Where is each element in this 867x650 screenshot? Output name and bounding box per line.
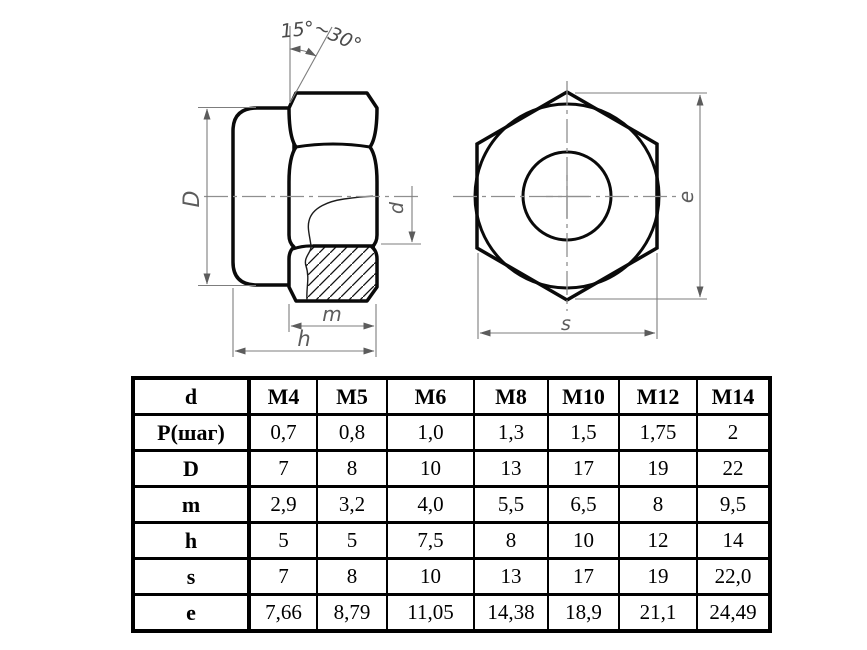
table-header-cell: M12 [618, 376, 698, 416]
value-cell: 17 [547, 449, 620, 488]
value-cell: 10 [386, 449, 475, 488]
dimension-h [232, 288, 375, 357]
table-header-row: d M4 M5 M6 M8 M10 M12 M14 [132, 376, 771, 416]
dim-label-e: e [674, 191, 698, 203]
table-header-cell: M8 [473, 376, 549, 416]
value-cell: 9,5 [696, 485, 771, 524]
row-label-cell: D [132, 449, 251, 488]
value-cell: 0,7 [248, 413, 318, 452]
chamfer-arc-top [295, 142, 371, 149]
table-row: e 7,66 8,79 11,05 14,38 18,9 21,1 24,49 [132, 593, 771, 633]
value-cell: 22,0 [696, 557, 771, 596]
value-cell: 3,2 [316, 485, 388, 524]
value-cell: 0,8 [316, 413, 388, 452]
value-cell: 8 [618, 485, 698, 524]
table-header-cell: M4 [248, 376, 318, 416]
dim-label-h: h [297, 327, 310, 351]
value-cell: 2 [696, 413, 771, 452]
value-cell: 12 [618, 521, 698, 560]
value-cell: 6,5 [547, 485, 620, 524]
value-cell: 1,5 [547, 413, 620, 452]
table-row: P(шаг) 0,7 0,8 1,0 1,3 1,5 1,75 2 [132, 413, 771, 452]
value-cell: 1,3 [473, 413, 549, 452]
table-header-cell: M14 [696, 376, 771, 416]
value-cell: 21,1 [618, 593, 698, 633]
dimension-table: d M4 M5 M6 M8 M10 M12 M14 P(шаг) 0,7 0,8 1,0 1,3 1,5 1… [131, 376, 772, 633]
value-cell: 2,9 [248, 485, 318, 524]
table-header-cell: M10 [547, 376, 620, 416]
dim-label-m: m [322, 302, 341, 326]
dimension-D [198, 106, 256, 287]
value-cell: 19 [618, 557, 698, 596]
chamfer-angle-callout [289, 26, 333, 104]
value-cell: 7 [248, 557, 318, 596]
value-cell: 14 [696, 521, 771, 560]
table-row: s 7 8 10 13 17 19 22,0 [132, 557, 771, 596]
value-cell: 7,5 [386, 521, 475, 560]
value-cell: 17 [547, 557, 620, 596]
value-cell: 14,38 [473, 593, 549, 633]
dimension-m [288, 304, 377, 357]
technical-drawing: D d m h e s 15° ~30° [180, 16, 707, 357]
value-cell: 10 [386, 557, 475, 596]
value-cell: 1,0 [386, 413, 475, 452]
value-cell: 5,5 [473, 485, 549, 524]
dim-label-s: s [561, 313, 571, 335]
row-label-cell: h [132, 521, 251, 560]
value-cell: 7 [248, 449, 318, 488]
value-cell: 7,66 [248, 593, 318, 633]
side-view [204, 91, 421, 303]
value-cell: 18,9 [547, 593, 620, 633]
dimension-e [575, 92, 707, 300]
row-label-cell: m [132, 485, 251, 524]
dim-label-d: d [386, 201, 408, 214]
value-cell: 10 [547, 521, 620, 560]
table-header-cell: M5 [316, 376, 388, 416]
dimensions-side-view [198, 26, 421, 357]
value-cell: 11,05 [386, 593, 475, 633]
value-cell: 13 [473, 557, 549, 596]
row-label-cell: s [132, 557, 251, 596]
value-cell: 13 [473, 449, 549, 488]
value-cell: 5 [316, 521, 388, 560]
table-row: m 2,9 3,2 4,0 5,5 6,5 8 9,5 [132, 485, 771, 524]
value-cell: 4,0 [386, 485, 475, 524]
row-label-cell: e [132, 593, 251, 633]
dim-label-D: D [180, 191, 205, 208]
dimension-s [477, 253, 658, 339]
value-cell: 8 [473, 521, 549, 560]
value-cell: 24,49 [696, 593, 771, 633]
row-label-cell: P(шаг) [132, 413, 251, 452]
table-header-cell: M6 [386, 376, 475, 416]
front-view [453, 81, 681, 311]
value-cell: 8 [316, 449, 388, 488]
value-cell: 1,75 [618, 413, 698, 452]
table-row: h 5 5 7,5 8 10 12 14 [132, 521, 771, 560]
break-line [304, 195, 374, 301]
value-cell: 8,79 [316, 593, 388, 633]
table-row: D 7 8 10 13 17 19 22 [132, 449, 771, 488]
section-hatching [305, 246, 377, 301]
dimension-d [381, 186, 421, 245]
value-cell: 22 [696, 449, 771, 488]
value-cell: 5 [248, 521, 318, 560]
angle-label-15: 15° [279, 17, 315, 42]
value-cell: 8 [316, 557, 388, 596]
value-cell: 19 [618, 449, 698, 488]
table-corner-cell: d [132, 376, 251, 416]
dimensions-front-view [477, 92, 707, 339]
